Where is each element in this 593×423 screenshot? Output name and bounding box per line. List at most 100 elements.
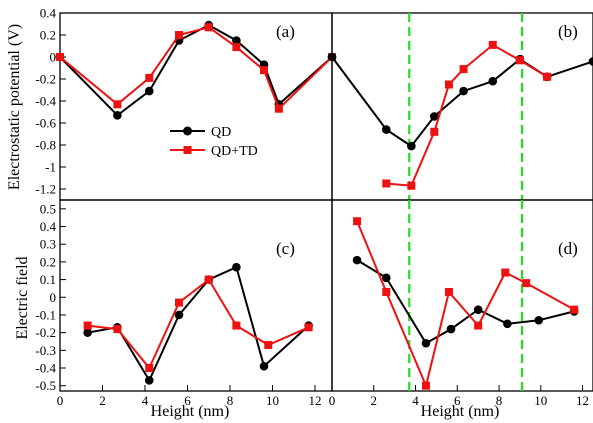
- panel-c-series-qdtd-point: [232, 321, 241, 330]
- panel-b-series-qdtd-line: [386, 43, 548, 187]
- panel-d-series-qd-line: [356, 259, 575, 345]
- panel-c-ytick-label: -0.5: [35, 378, 56, 393]
- panel-c-series-qdtd-line: [87, 278, 310, 370]
- panel-a-series-qd-point: [232, 36, 241, 45]
- panel-d-series-qdtd-line: [356, 220, 575, 389]
- panel-d-frame: [331, 199, 593, 392]
- panel-d-series-qd-point: [503, 319, 512, 329]
- panel-c-ytick-label: 0.5: [40, 201, 56, 216]
- panel-d-xtick-label: 0: [329, 393, 336, 408]
- panel-c-series-qd-line: [87, 265, 310, 383]
- panel-a-ytick-label: -0.8: [35, 138, 56, 153]
- xlabel-d: Height (nm): [421, 403, 500, 420]
- panel-d-xtick-label: 4: [412, 393, 419, 408]
- panel-d-series-qd-point: [421, 338, 431, 348]
- panel-b: [327, 12, 593, 201]
- panel-c-xtick-label: 0: [57, 393, 64, 408]
- panel-a-ytick-label: -0.4: [35, 94, 56, 109]
- panel-label-a: (a): [276, 22, 295, 41]
- panel-c-ytick-label: 0.1: [40, 272, 56, 287]
- panel-d-series-qd-point: [352, 255, 362, 265]
- panel-b-frame: [331, 12, 593, 201]
- panel-a-frame: [59, 12, 333, 201]
- panel-d-xtick-label: 8: [496, 393, 503, 408]
- panel-d-series-qdtd-point: [522, 279, 531, 288]
- panel-c-ytick-label: 0.4: [40, 219, 57, 234]
- panel-b-series-qdtd-point: [444, 80, 453, 89]
- panel-c-ytick-label: -0.4: [35, 361, 56, 376]
- panel-a-series-qdtd-point: [204, 23, 213, 32]
- panel-a-ytick-label: -1: [45, 160, 56, 175]
- panel-a-series-qdtd-point: [232, 43, 241, 52]
- panel-a-series-qdtd-point: [260, 66, 268, 75]
- panel-d-series-qd-point: [473, 305, 483, 314]
- panel-a: 0.4 0.2 0 -0.2 -0.4 -0.6 -0.8 -1 -1.2: [35, 6, 337, 201]
- panel-d-series-qdtd-point: [501, 268, 510, 277]
- panel-label-c: (c): [276, 239, 295, 258]
- panel-d-series-qdtd-point: [570, 305, 579, 314]
- panel-d-series-qd-point: [534, 315, 544, 325]
- panel-a-series-qdtd-point: [56, 53, 64, 61]
- panel-a-ytick-label: 0.2: [40, 28, 56, 43]
- panel-a-series-qd-point: [113, 111, 122, 120]
- panel-b-series-qdtd-point: [515, 56, 524, 65]
- panel-d-series-qd-point: [381, 273, 391, 283]
- panel-d: 0 2 4 6 8 10 12: [329, 199, 593, 408]
- panel-b-series-qdtd-point: [407, 181, 416, 190]
- legend: QD QD+TD: [170, 125, 258, 159]
- panel-c: 0.50.40.30.20.10-0.1-0.2-0.3-0.4-0.50 2 4 6…: [35, 199, 333, 408]
- panel-b-series-qdtd-point: [543, 72, 552, 81]
- panel-label-b: (b): [558, 22, 578, 41]
- panel-d-series-qdtd-point: [353, 217, 362, 226]
- legend-marker-qdtd: [183, 146, 192, 154]
- panel-c-series-qdtd-point: [145, 364, 154, 373]
- panel-d-series-qdtd-point: [421, 381, 430, 390]
- panel-b-series-qd-point: [488, 76, 498, 86]
- ylabel-bottom: Electric field: [14, 256, 31, 339]
- panel-c-series-qdtd-point: [264, 341, 273, 350]
- panel-c-series-qd-point: [259, 361, 269, 371]
- panel-d-series-qd-point: [446, 324, 456, 334]
- panel-c-series-qdtd-point: [83, 321, 92, 330]
- panel-b-series-qd-point: [327, 52, 337, 62]
- panel-a-ytick-label: -0.2: [35, 72, 56, 87]
- panel-c-xtick-label: 4: [142, 393, 149, 408]
- panel-c-ytick-label: 0: [50, 290, 57, 305]
- panel-a-ytick-label: 0: [50, 50, 57, 65]
- panel-b-series-qdtd-point: [382, 179, 391, 188]
- panel-b-series-qdtd-point: [430, 127, 439, 136]
- panel-a-series-qdtd-point: [145, 73, 154, 82]
- panel-a-series-qd-point: [144, 86, 154, 96]
- panel-c-ytick-label: 0.2: [40, 254, 56, 269]
- legend-label-qd: QD: [211, 125, 231, 140]
- panel-d-xtick-label: 12: [576, 393, 589, 408]
- panel-c-ytick-label: -0.1: [35, 307, 56, 322]
- panel-d-series-qdtd-point: [382, 287, 391, 296]
- panel-d-xtick-label: 10: [534, 393, 547, 408]
- panel-c-series-qdtd-point: [304, 323, 313, 332]
- panel-d-xtick-label: 6: [454, 393, 461, 408]
- panel-b-series-qdtd-point: [488, 40, 497, 49]
- panel-c-ytick-label: -0.2: [35, 325, 56, 340]
- panel-b-series-qd-point: [588, 57, 593, 66]
- xlabel-c: Height (nm): [151, 403, 230, 420]
- panel-d-series-qdtd-point: [444, 287, 453, 296]
- panel-c-ytick-label: -0.3: [35, 343, 56, 358]
- panel-c-xtick-label: 10: [266, 393, 279, 408]
- panel-b-series-qd-point: [459, 86, 468, 96]
- panel-c-series-qd-point: [174, 310, 184, 320]
- panel-c-series-qdtd-point: [204, 275, 213, 284]
- panel-a-series-qdtd-point: [113, 100, 122, 109]
- panel-c-xtick-label: 6: [184, 393, 191, 408]
- panel-b-series-qd-point: [407, 141, 416, 151]
- legend-marker-qd: [183, 126, 192, 136]
- ylabel-top: Electrostatic potential (V): [6, 24, 23, 190]
- panel-b-series-qd-point: [381, 125, 391, 134]
- panel-c-ytick-label: 0.3: [40, 237, 56, 252]
- panel-a-ytick-label: -0.6: [35, 116, 56, 131]
- panel-c-series-qdtd-point: [175, 298, 183, 307]
- panel-label-d: (d): [558, 239, 578, 258]
- legend-label-qdtd: QD+TD: [211, 144, 258, 159]
- panel-a-ytick-label: -1.2: [35, 182, 56, 197]
